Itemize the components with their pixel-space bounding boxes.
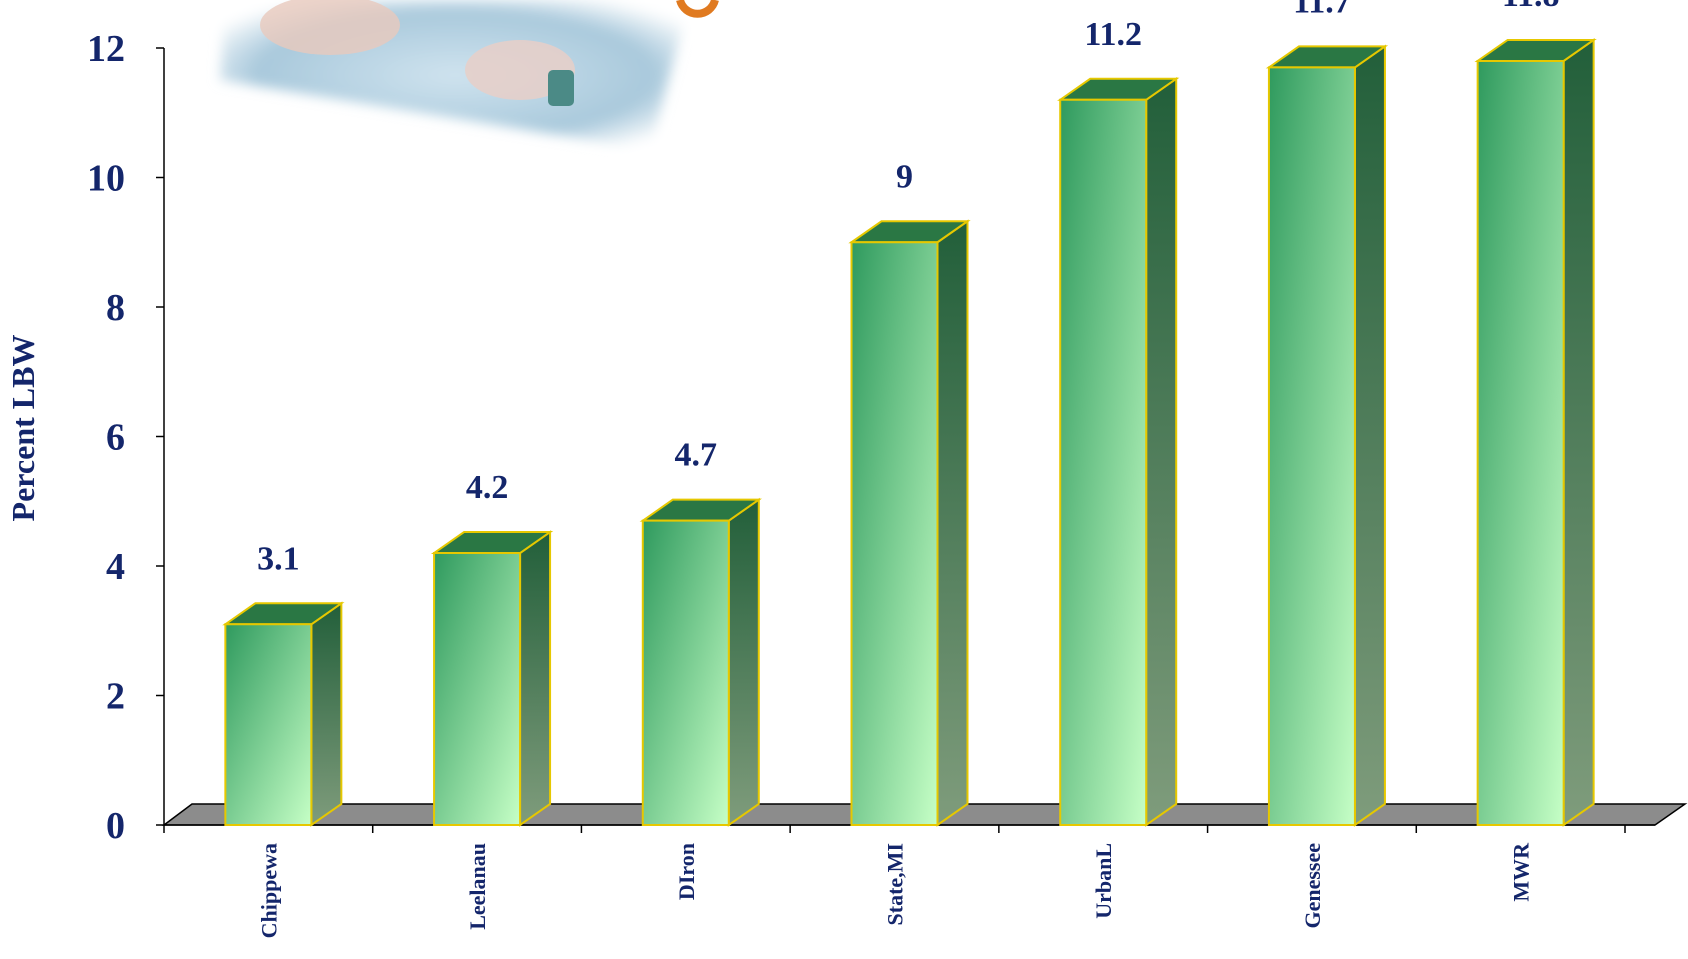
bar: [222, 601, 345, 827]
bar: [1474, 38, 1597, 827]
bar: [430, 530, 554, 827]
x-tick-label: DIron: [674, 843, 699, 900]
value-label: 11.7: [1293, 0, 1351, 20]
bar: [848, 219, 971, 827]
bar-front: [1059, 98, 1148, 826]
x-tick-label: UrbanL: [1091, 843, 1116, 919]
bar-side: [310, 601, 343, 827]
x-tick-label: Chippewa: [256, 843, 281, 938]
y-tick-label: 8: [106, 287, 125, 329]
photo: [220, 0, 690, 150]
bar: [1265, 44, 1389, 827]
y-tick-label: 10: [87, 158, 125, 200]
bar-side: [727, 497, 760, 827]
bar: [639, 497, 762, 827]
bar-front: [1267, 66, 1356, 826]
bar-side: [1145, 76, 1178, 827]
y-tick-label: 12: [87, 28, 125, 70]
x-tick-label: MWR: [1509, 842, 1534, 902]
bar-front: [433, 552, 522, 826]
value-label: 4.7: [675, 437, 718, 474]
bar-front: [224, 623, 313, 826]
x-tick-label: Genessee: [1300, 843, 1325, 929]
bar-front: [1476, 59, 1565, 826]
value-label: 3.1: [257, 540, 300, 577]
bar-front: [850, 241, 939, 826]
y-tick-label: 4: [106, 546, 125, 588]
value-label: 9: [896, 158, 913, 195]
x-tick-label: Leelanau: [465, 843, 490, 930]
bar-side: [1562, 38, 1595, 827]
bar-side: [519, 530, 552, 827]
bar: [1057, 76, 1180, 827]
title-fragment: [676, 0, 719, 18]
bar-side: [1353, 44, 1386, 827]
bar-front: [641, 519, 730, 826]
value-label: 4.2: [466, 469, 509, 506]
y-axis-label: Percent LBW: [5, 335, 41, 522]
value-label: 11.2: [1084, 16, 1142, 53]
y-tick-label: 0: [106, 805, 125, 847]
x-tick-label: State,MI: [883, 843, 908, 925]
bar-side: [936, 219, 969, 827]
y-tick-label: 2: [106, 676, 125, 718]
value-label: 11.8: [1502, 0, 1560, 14]
y-tick-label: 6: [106, 417, 125, 459]
